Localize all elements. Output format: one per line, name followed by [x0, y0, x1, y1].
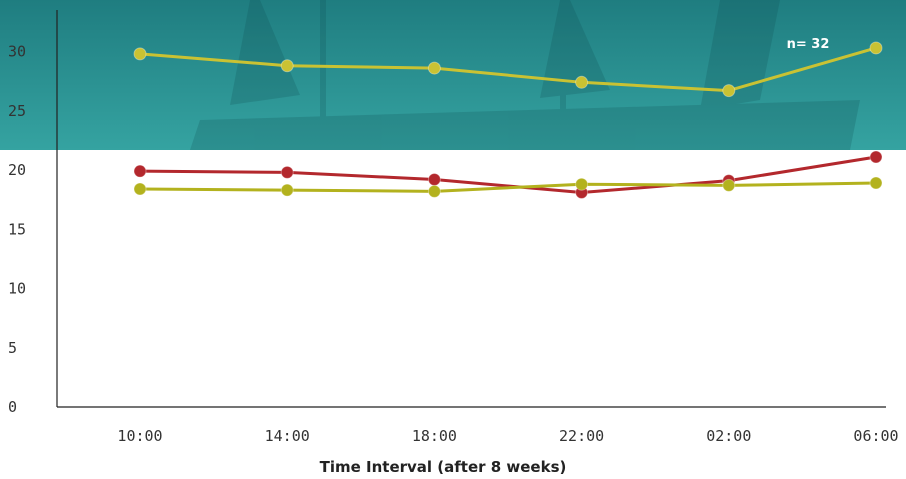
- x-tick-labels: 10:00 14:00 18:00 22:00 02:00 06:00: [117, 427, 898, 445]
- x-tick-label: 18:00: [412, 427, 457, 445]
- y-tick-label: 0: [8, 398, 17, 416]
- data-point: [575, 75, 589, 89]
- data-point: [133, 164, 147, 178]
- y-tick-label: 20: [8, 161, 26, 179]
- y-tick-label: 15: [8, 220, 26, 238]
- data-point: [133, 47, 147, 61]
- y-tick-label: 10: [8, 280, 26, 298]
- teal-background-band: [0, 0, 906, 150]
- x-tick-label: 14:00: [265, 427, 310, 445]
- series-lines: [133, 41, 883, 200]
- axes: [56, 10, 886, 408]
- series-2: [133, 150, 883, 200]
- series-1: [133, 41, 883, 98]
- series-line: [139, 181, 877, 193]
- x-tick-label: 02:00: [706, 427, 751, 445]
- y-tick-labels: 0 5 10 15 20 25 30: [8, 43, 26, 417]
- data-point: [575, 177, 589, 191]
- data-point: [427, 184, 441, 198]
- series-line: [139, 155, 877, 195]
- data-point: [133, 182, 147, 196]
- x-tick-label: 10:00: [117, 427, 162, 445]
- x-tick-label: 06:00: [853, 427, 898, 445]
- data-point: [869, 176, 883, 190]
- data-point: [869, 41, 883, 55]
- x-tick-label: 22:00: [559, 427, 604, 445]
- data-point: [427, 61, 441, 75]
- data-point: [280, 183, 294, 197]
- data-point: [722, 178, 736, 192]
- data-point: [722, 84, 736, 98]
- data-point: [869, 150, 883, 164]
- data-point: [280, 165, 294, 179]
- series-3: [133, 176, 883, 198]
- data-point: [427, 172, 441, 186]
- y-tick-label: 30: [8, 43, 26, 61]
- data-point: [280, 59, 294, 73]
- sample-size-annotation: n= 32: [787, 37, 830, 52]
- y-tick-label: 5: [8, 339, 17, 357]
- y-tick-label: 25: [8, 102, 26, 120]
- series-line: [139, 46, 877, 93]
- x-axis-label: Time Interval (after 8 weeks): [320, 458, 567, 476]
